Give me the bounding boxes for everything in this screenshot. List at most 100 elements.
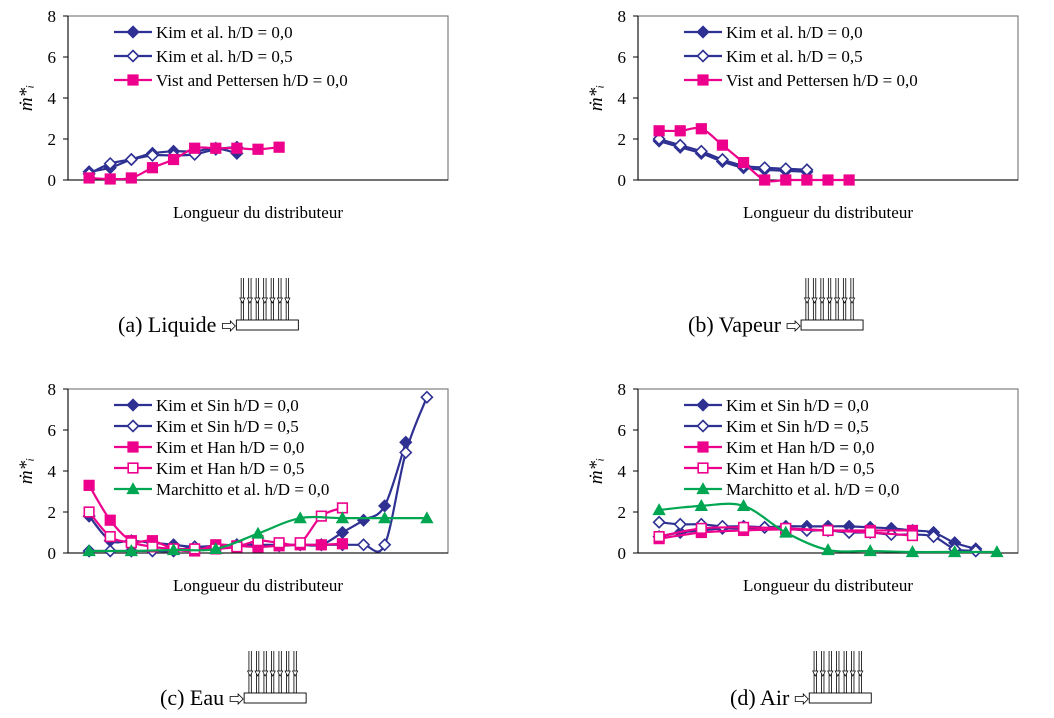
data-point: [273, 141, 285, 153]
series-line: [659, 126, 850, 183]
data-point: [210, 142, 222, 154]
y-tick-label: 8: [48, 380, 57, 399]
data-point: [293, 511, 307, 524]
data-point: [737, 521, 750, 533]
y-tick-label: 8: [618, 7, 627, 26]
y-tick-label: 4: [618, 89, 627, 108]
y-axis-label: ṁ*ᵢ: [16, 85, 37, 111]
legend-label: Kim et Sin h/D = 0,5: [726, 417, 869, 436]
data-point: [124, 152, 138, 167]
data-point: [145, 148, 160, 163]
data-point: [125, 172, 137, 184]
legend-label: Kim et Han h/D = 0,5: [726, 459, 874, 478]
data-point: [652, 515, 666, 529]
data-point: [737, 156, 750, 169]
data-point: [356, 538, 371, 552]
y-tick-label: 6: [48, 421, 57, 440]
x-axis-label: Longueur du distributeur: [173, 576, 343, 595]
distributor-header: [235, 319, 299, 331]
data-point: [864, 526, 876, 539]
legend-marker: [127, 74, 139, 86]
legend-marker: [126, 25, 140, 39]
data-point: [294, 537, 306, 549]
data-point: [189, 142, 201, 154]
arrow-icon: [812, 670, 819, 677]
data-point: [780, 174, 792, 186]
data-point: [315, 539, 327, 551]
data-point: [356, 513, 371, 527]
data-point: [906, 529, 919, 542]
x-axis-label: Longueur du distributeur: [743, 203, 913, 222]
data-point: [252, 143, 264, 155]
data-point: [653, 125, 665, 137]
legend-label: Kim et Sin h/D = 0,0: [156, 396, 299, 415]
legend-label: Kim et Han h/D = 0,0: [156, 438, 304, 457]
data-point: [905, 545, 920, 558]
legend-marker: [127, 462, 139, 474]
arrow-icon: [284, 670, 291, 677]
data-point: [378, 511, 392, 524]
chart-panel-b: 0 2 4 6 8 ṁ*ᵢ Longueur du distributeur Kim et a…: [586, 7, 1019, 337]
arrow-icon: [246, 670, 254, 677]
y-tick-label: 0: [618, 544, 627, 563]
arrow-icon: [848, 297, 856, 304]
arrow-icon: [842, 670, 849, 677]
data-point: [822, 524, 834, 537]
y-tick-label: 8: [48, 7, 57, 26]
data-point: [673, 517, 687, 531]
arrow-icon: [857, 670, 864, 677]
arrow-icon: [849, 670, 856, 677]
legend-marker: [126, 49, 140, 63]
legend-marker: [696, 25, 710, 39]
legend-marker: [697, 74, 709, 86]
legend-label: Kim et Han h/D = 0,5: [156, 459, 304, 478]
data-point: [378, 538, 392, 552]
y-tick-label: 2: [48, 130, 57, 149]
data-point: [189, 543, 201, 555]
data-point: [694, 499, 708, 511]
arrow-icon: [819, 670, 826, 677]
arrow-icon: [254, 297, 261, 304]
x-axis-label: Longueur du distributeur: [743, 576, 913, 595]
panel-caption: (b) Vapeur: [688, 312, 782, 337]
data-point: [694, 144, 708, 158]
distributor-header: [808, 692, 872, 704]
data-point: [336, 502, 349, 514]
data-point: [336, 538, 349, 550]
data-point: [695, 522, 707, 535]
legend-marker: [697, 441, 709, 453]
data-point: [716, 139, 729, 151]
y-axis-label: ṁ*ᵢ: [586, 85, 607, 111]
arrow-icon: [827, 670, 834, 677]
y-tick-label: 0: [48, 544, 57, 563]
data-point: [167, 153, 180, 166]
data-point: [146, 162, 159, 174]
chart-panel-c: 0 2 4 6 8 ṁ*ᵢ Longueur du distributeur Kim et S…: [16, 380, 449, 710]
legend-marker: [696, 398, 710, 412]
arrow-icon: [826, 297, 833, 304]
legend-label: Kim et al. h/D = 0,0: [726, 23, 863, 42]
data-point: [674, 125, 686, 137]
x-axis-label: Longueur du distributeur: [173, 203, 343, 222]
legend-label: Marchitto et al. h/D = 0,0: [726, 480, 899, 499]
data-point: [420, 390, 434, 404]
data-point: [758, 161, 772, 175]
legend-marker: [696, 419, 710, 433]
data-point: [863, 544, 877, 557]
data-point: [104, 531, 116, 543]
data-point: [990, 545, 1004, 558]
data-point: [695, 123, 707, 135]
legend-label: Kim et Sin h/D = 0,0: [726, 396, 869, 415]
inlet-arrow-icon: [794, 693, 809, 705]
data-point: [146, 541, 159, 553]
legend-marker: [126, 419, 140, 433]
y-axis-label: ṁ*ᵢ: [16, 458, 37, 484]
data-point: [652, 503, 666, 516]
data-point: [779, 162, 793, 176]
legend-marker: [697, 462, 709, 474]
arrow-icon: [284, 297, 291, 304]
data-point: [209, 542, 223, 555]
data-point: [166, 543, 181, 556]
data-point: [83, 506, 95, 518]
data-point: [82, 544, 96, 557]
